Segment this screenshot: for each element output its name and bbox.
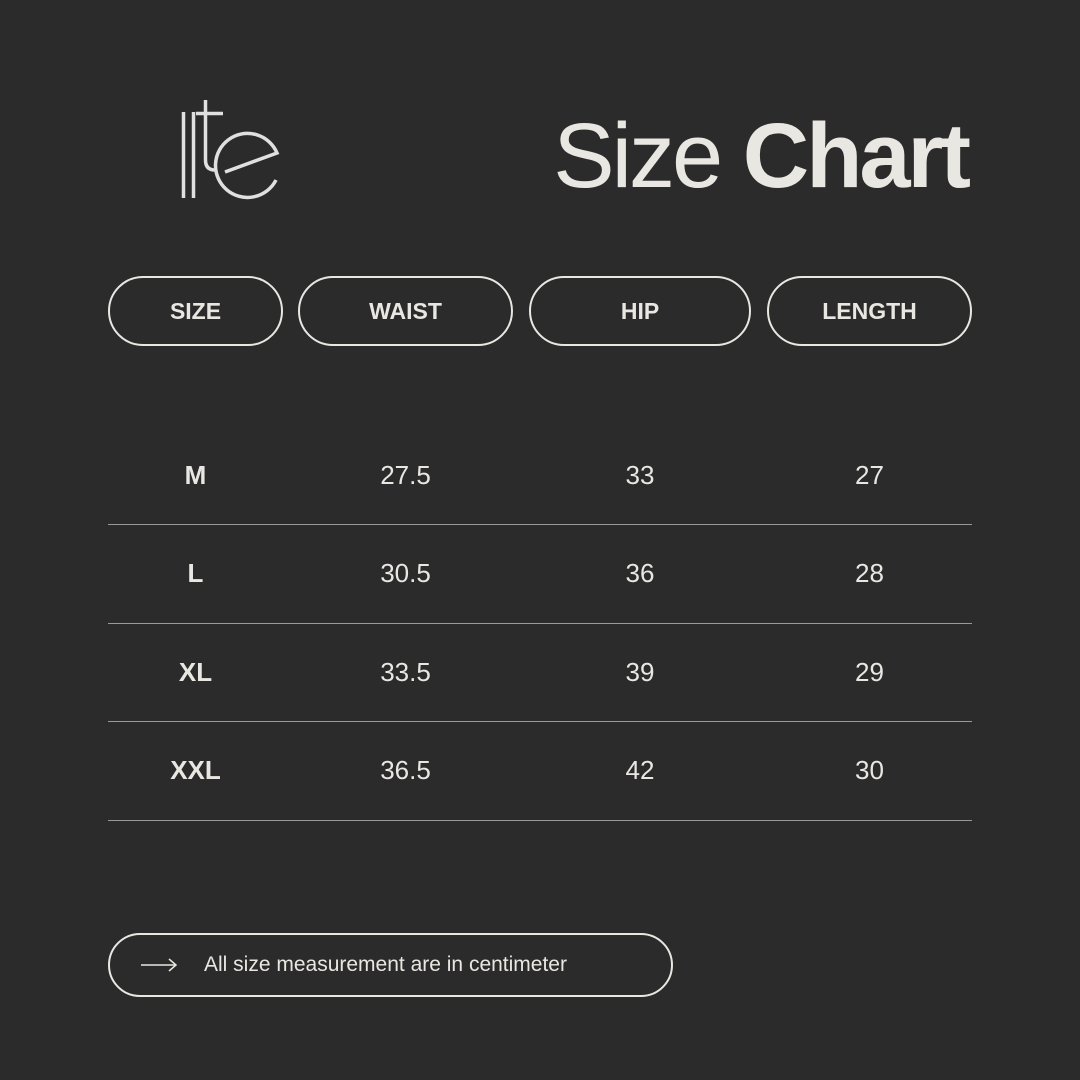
column-header-hip: HIP — [529, 276, 751, 346]
cell-length: 29 — [855, 656, 884, 687]
title-light: Size — [553, 105, 723, 207]
table-row: XL 33.5 39 29 — [108, 623, 972, 721]
cell-size: M — [184, 459, 207, 490]
cell-length: 30 — [855, 755, 884, 785]
row-divider — [108, 819, 972, 821]
cell-hip: 42 — [625, 755, 655, 785]
cell-hip: 36 — [625, 558, 655, 588]
table-row: L 30.5 36 28 — [108, 525, 972, 623]
cell-length: 27 — [855, 459, 884, 490]
table-row: XXL 36.5 42 30 — [108, 722, 972, 820]
cell-waist: 33.5 — [380, 656, 431, 687]
cell-size: L — [187, 558, 204, 588]
cell-size: XL — [178, 656, 213, 687]
row-divider — [108, 622, 972, 624]
cell-waist: 27.5 — [380, 459, 431, 490]
cell-waist: 30.5 — [380, 558, 431, 588]
cell-length: 28 — [855, 558, 884, 588]
unit-note: All size measurement are in centimeter — [108, 933, 673, 997]
unit-note-text: All size measurement are in centimeter — [204, 953, 567, 976]
column-header-size: SIZE — [108, 276, 283, 346]
cell-waist: 36.5 — [380, 755, 431, 785]
arrow-right-icon — [141, 958, 178, 972]
column-header-waist: WAIST — [298, 276, 513, 346]
row-divider — [108, 524, 972, 525]
brand-logo — [181, 100, 280, 200]
cell-hip: 39 — [625, 656, 655, 687]
column-header-length: LENGTH — [767, 276, 972, 346]
table-row: M 27.5 33 27 — [108, 426, 972, 524]
page-title: Size Chart — [553, 105, 971, 207]
title-bold: Chart — [742, 105, 971, 207]
cell-hip: 33 — [625, 459, 655, 490]
cell-size: XXL — [170, 755, 221, 785]
row-divider — [108, 721, 972, 722]
